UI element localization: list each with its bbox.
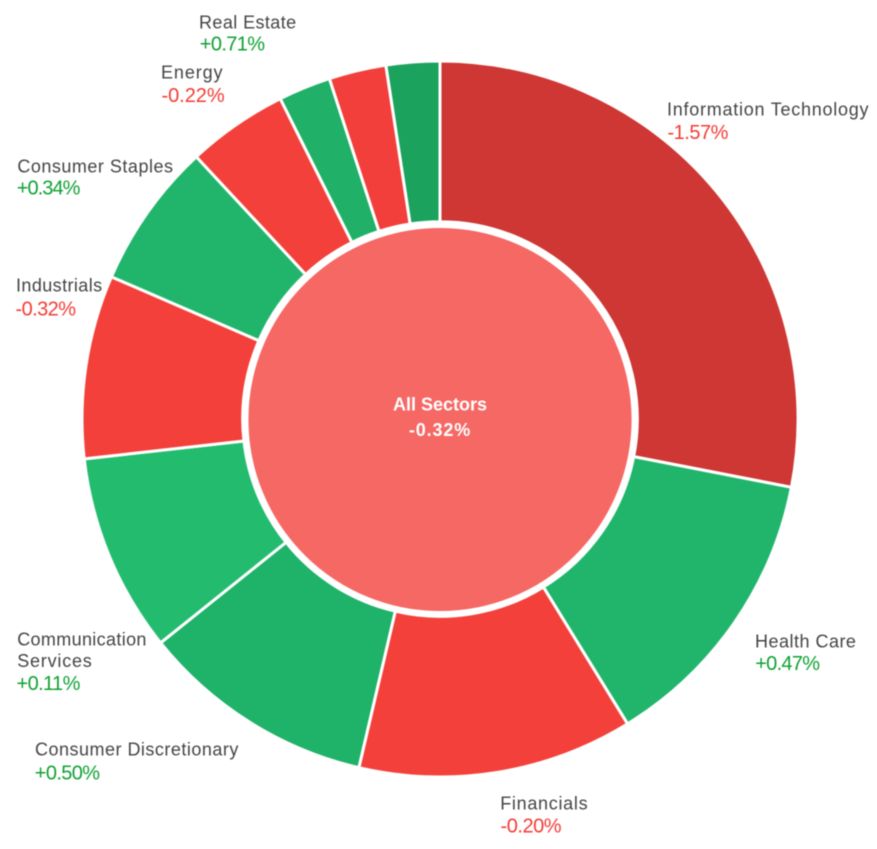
svg-text:Information Technology: Information Technology: [667, 99, 869, 119]
svg-text:Industrials: Industrials: [16, 275, 103, 295]
svg-text:-0.20%: -0.20%: [501, 816, 562, 838]
svg-text:+0.47%: +0.47%: [755, 653, 820, 675]
svg-text:-0.32%: -0.32%: [409, 420, 471, 440]
svg-text:Health Care: Health Care: [755, 631, 856, 651]
svg-text:-0.22%: -0.22%: [162, 85, 225, 107]
svg-text:-0.32%: -0.32%: [16, 299, 77, 321]
svg-text:+0.11%: +0.11%: [17, 673, 81, 695]
svg-text:-1.57%: -1.57%: [668, 122, 729, 144]
svg-text:Real Estate: Real Estate: [199, 12, 297, 32]
svg-text:Consumer Discretionary: Consumer Discretionary: [35, 739, 239, 759]
svg-text:+0.34%: +0.34%: [17, 177, 81, 199]
svg-text:+0.71%: +0.71%: [200, 33, 266, 55]
svg-text:Energy: Energy: [161, 63, 223, 83]
svg-text:Communication: Communication: [17, 629, 147, 649]
svg-text:Financials: Financials: [500, 793, 588, 813]
svg-text:Consumer Staples: Consumer Staples: [17, 156, 173, 176]
svg-text:Services: Services: [17, 651, 92, 671]
svg-text:All Sectors: All Sectors: [393, 394, 487, 414]
svg-text:+0.50%: +0.50%: [35, 762, 100, 784]
